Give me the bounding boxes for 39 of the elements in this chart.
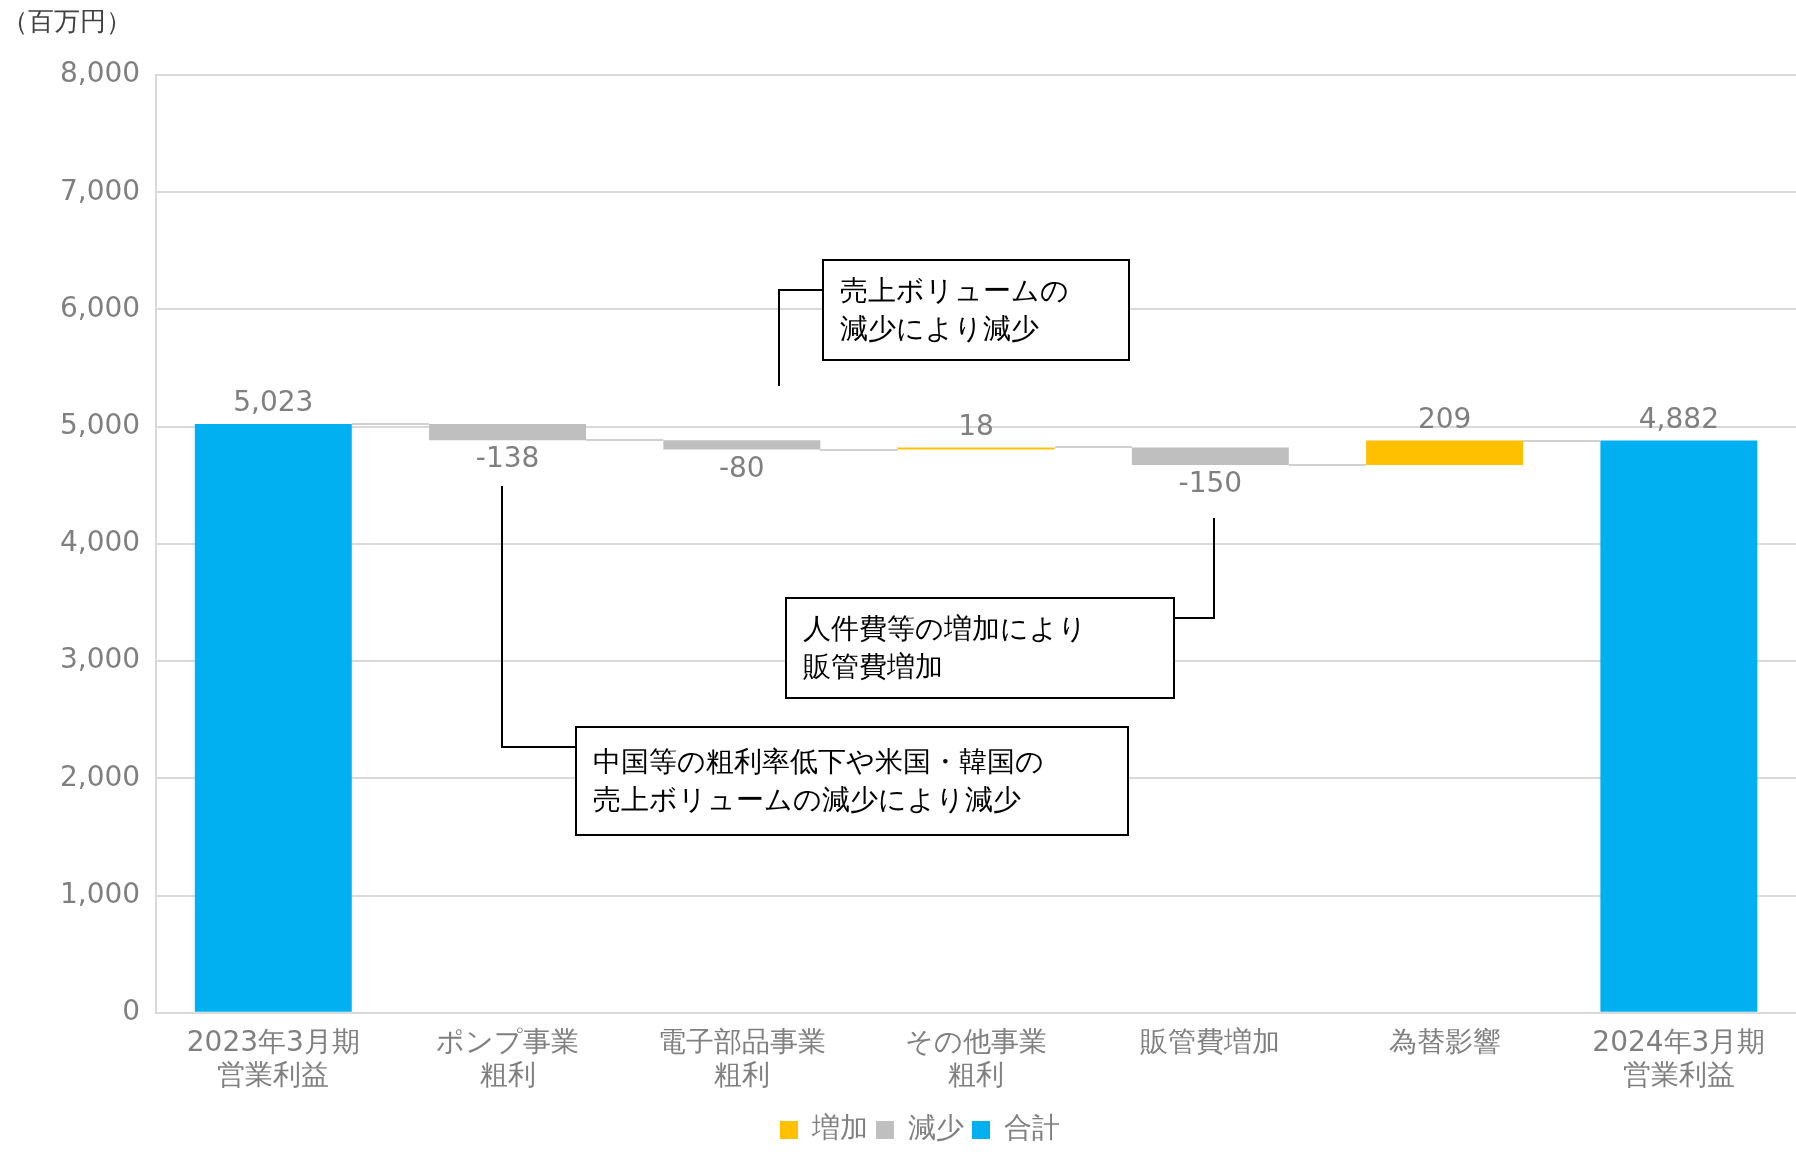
annotation: 中国等の粗利率低下や米国・韓国の売上ボリュームの減少により減少 (593, 744, 1045, 818)
bar (194, 423, 352, 1012)
x-tick-label: その他事業粗利 (905, 1024, 1048, 1092)
data-label: 18 (958, 408, 994, 442)
y-tick-label: 2,000 (59, 759, 141, 793)
x-tick-label: 2024年3月期営業利益 (1592, 1024, 1766, 1092)
callout: 人件費等の増加により販管費増加 (784, 518, 1215, 700)
y-tick-label: 1,000 (59, 876, 141, 910)
bar (897, 447, 1055, 450)
bar (1600, 440, 1758, 1012)
x-tick-label: ポンプ事業粗利 (436, 1024, 580, 1092)
y-tick-label: 4,000 (59, 525, 141, 559)
x-tick-label: 為替影響 (1388, 1024, 1501, 1058)
bar (663, 440, 821, 450)
data-label: 5,023 (233, 385, 314, 419)
data-label: 4,882 (1638, 401, 1719, 435)
y-tick-label: 6,000 (59, 290, 141, 324)
y-tick-label: 5,000 (59, 407, 141, 441)
y-tick-label: 8,000 (59, 56, 141, 90)
y-axis-title: （百万円） (2, 5, 132, 36)
legend-label: 合計 (1004, 1111, 1060, 1145)
bar (1131, 447, 1289, 466)
x-tick-label: 販管費増加 (1140, 1024, 1281, 1058)
legend-label: 増加 (811, 1111, 868, 1145)
annotation: 人件費等の増加により販管費増加 (803, 611, 1088, 685)
x-tick-label: 電子部品事業粗利 (657, 1024, 826, 1092)
y-tick-label: 0 (122, 994, 141, 1028)
y-tick-label: 3,000 (59, 642, 141, 676)
data-label: -80 (718, 450, 765, 484)
y-tick-label: 7,000 (59, 173, 141, 207)
bar (1366, 440, 1524, 466)
bar (429, 423, 587, 441)
legend-label: 減少 (908, 1111, 964, 1145)
x-tick-label: 2023年3月期営業利益 (186, 1024, 360, 1092)
data-label: -150 (1178, 466, 1243, 500)
annotation: 売上ボリュームの減少により減少 (840, 273, 1070, 347)
callout: 売上ボリュームの減少により減少 (778, 258, 1131, 386)
data-label: -138 (475, 441, 540, 475)
data-label: 209 (1417, 401, 1472, 435)
